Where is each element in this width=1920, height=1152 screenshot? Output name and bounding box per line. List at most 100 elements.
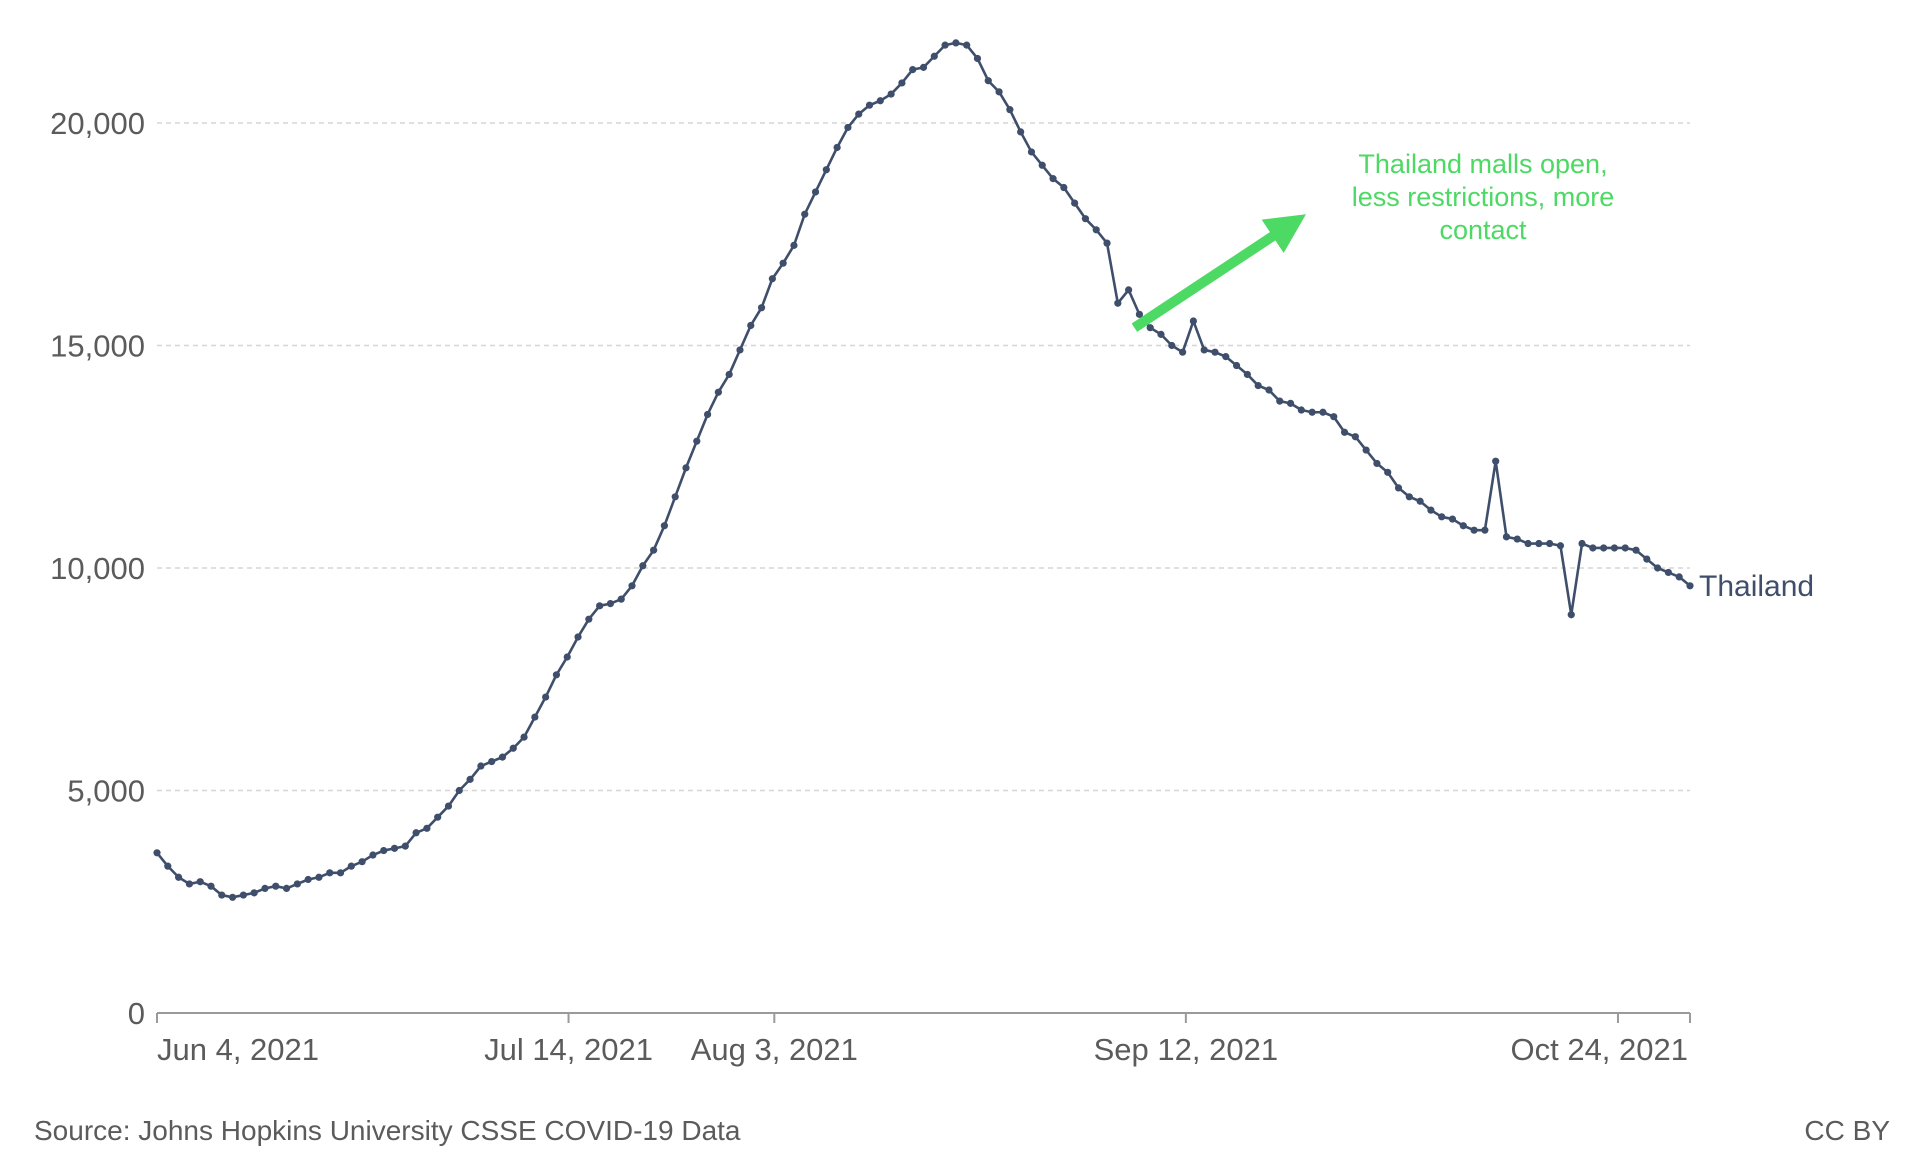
data-point [1265,386,1273,394]
data-point [617,595,625,603]
data-point [1027,148,1036,156]
data-point [1135,310,1144,318]
data-point [412,829,420,837]
gridlines [157,122,1690,792]
data-point [1254,381,1262,390]
data-point [1394,484,1403,492]
data-point [1081,215,1090,223]
data-point [1632,546,1640,554]
data-point [1092,226,1100,234]
data-point [682,464,690,472]
data-point [358,858,366,866]
data-point [1243,370,1251,379]
data-point [1049,175,1057,183]
data-point [455,786,463,795]
data-point [153,849,161,857]
license-note: CC BY [1804,1115,1890,1146]
data-point [552,671,561,679]
y-tick-label: 5,000 [67,774,145,809]
data-point [1470,526,1478,534]
data-points [153,39,1694,901]
data-point [822,166,830,174]
y-tick-label: 20,000 [50,106,145,141]
data-point [250,889,258,897]
data-point [185,880,193,888]
data-point [1448,515,1457,523]
data-point [833,143,841,152]
data-point [1071,199,1079,207]
data-point [1297,406,1305,414]
data-point [369,851,377,859]
data-point [1038,161,1046,169]
y-tick-label: 10,000 [50,551,145,586]
annotation-arrow [1131,214,1306,332]
data-point [520,733,528,741]
data-point [876,97,884,105]
annotation-text-line: Thailand malls open, [1358,149,1607,179]
x-tick-label: Aug 3, 2021 [691,1032,858,1067]
annotation-text-line: contact [1439,215,1527,245]
data-point [1427,506,1435,514]
data-point [725,370,733,379]
data-point [282,884,291,893]
data-point [747,321,755,330]
data-point [790,241,798,249]
data-point [574,633,582,641]
data-point [272,882,280,890]
data-point [1589,544,1597,552]
data-point [563,653,571,661]
data-point [930,52,938,60]
x-tick-label: Jun 4, 2021 [157,1032,319,1067]
data-point [488,757,496,766]
data-point [1664,568,1673,577]
data-point [1232,361,1241,370]
data-point [1103,239,1111,247]
data-point [1459,522,1467,530]
data-point [1578,539,1586,548]
data-point [714,388,722,396]
data-point [304,875,312,884]
data-point [887,90,895,98]
data-point [984,77,992,85]
data-point [1492,457,1500,465]
data-point [671,493,679,501]
data-point [1600,544,1608,552]
annotation: Thailand malls open,less restrictions, m… [1131,149,1615,332]
data-point [1643,555,1651,563]
data-point [1222,353,1230,361]
data-point [1060,183,1068,192]
y-tick-label: 0 [128,996,145,1031]
data-point [1546,539,1554,548]
data-point [1146,324,1154,332]
data-point [1621,544,1629,552]
data-point [995,88,1003,96]
data-point [1189,317,1197,325]
data-point [336,869,345,877]
y-tick-label: 15,000 [50,329,145,364]
data-point [768,275,776,283]
data-point [1351,433,1359,441]
data-point [1330,413,1338,421]
data-point [973,54,982,63]
axes: 0 5,000 10,000 15,000 20,000 Jun 4, 2021 Jul 1… [50,106,1691,1067]
data-point [1211,348,1219,356]
data-point [757,304,766,312]
data-point [596,602,604,610]
data-point [1535,539,1543,548]
data-point [736,346,744,354]
data-point [1017,128,1025,136]
data-point [444,802,453,810]
data-point [1340,428,1349,436]
data-point [542,693,550,701]
data-point [865,101,874,109]
data-point [1438,513,1446,521]
data-point [1308,408,1316,416]
data-point [1524,539,1532,548]
data-point [639,562,647,570]
x-tick-label: Sep 12, 2021 [1094,1032,1278,1067]
data-point [1481,526,1489,534]
annotation-text-line: less restrictions, more [1352,182,1615,212]
data-point [423,824,431,832]
data-point [844,123,852,132]
data-point [1276,397,1284,405]
